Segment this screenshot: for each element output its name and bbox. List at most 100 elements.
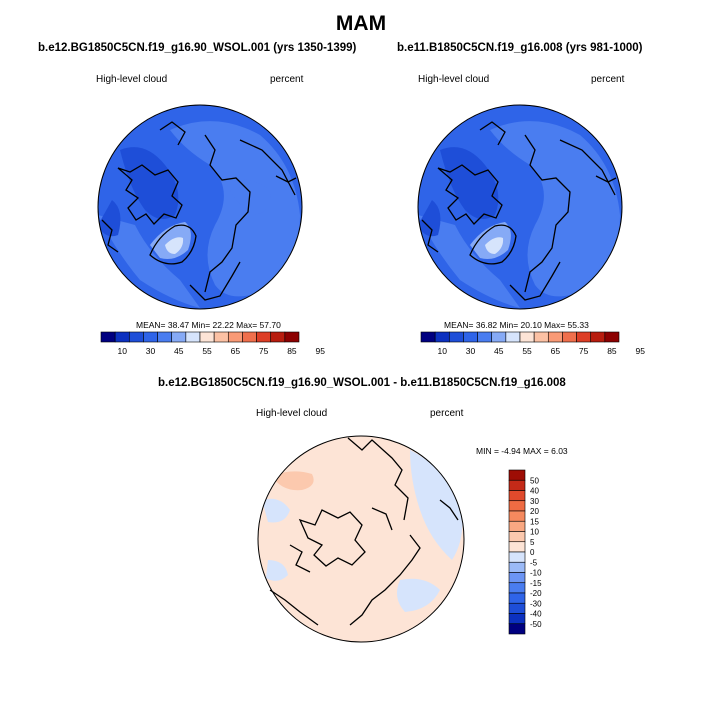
panel2-map <box>417 104 623 310</box>
panel1-colorbar-swatch <box>213 331 229 343</box>
panel3-colorbar-tick-label: -5 <box>530 558 538 567</box>
panel3-negative-southeast <box>396 578 440 612</box>
panel2-colorbar-swatch <box>562 331 577 343</box>
panel2-colorbar-swatch <box>604 331 620 343</box>
panel2-colorbar-tick-label: 10 <box>437 346 447 356</box>
panel2-region-darker-2 <box>418 200 441 237</box>
panel1-colorbar-swatch <box>256 331 272 343</box>
panel3-field-label: High-level cloud <box>256 408 328 419</box>
panel1-region-darker-2 <box>98 200 121 237</box>
panel3-colorbar-swatch <box>508 582 526 594</box>
panel2-colorbar-swatch <box>533 331 549 343</box>
panel1-map <box>97 104 303 310</box>
panel3-colorbar-tick-label: 5 <box>530 538 535 547</box>
panel2-colorbar-swatch <box>505 331 521 343</box>
panel1-colorbar-swatch <box>284 331 300 343</box>
panel2-colorbar-swatch <box>477 331 493 343</box>
panel1-field-label: High-level cloud <box>96 74 168 85</box>
panel3-colorbar-swatch <box>508 613 526 625</box>
panel3-colorbar-tick-label: 30 <box>530 497 539 506</box>
panel1-colorbar-swatch <box>242 331 257 343</box>
panel1-colorbar-swatch <box>171 331 187 343</box>
panel2-colorbar-swatch <box>547 331 563 343</box>
panel3-colorbar-swatch <box>508 469 526 481</box>
panel1-region-greenland-core <box>165 237 184 254</box>
panel2-colorbar-swatch <box>420 331 436 343</box>
panel3-map <box>257 435 465 643</box>
panel3-units-label: percent <box>430 408 464 419</box>
panel3-positive-northwest <box>272 471 314 491</box>
panel1-colorbar-swatch <box>100 331 116 343</box>
panel2-colorbar-swatch <box>576 331 592 343</box>
panel3-colorbar-tick-label: -10 <box>530 569 542 578</box>
panel1-colorbar-tick-label: 45 <box>174 346 184 356</box>
panel3-colorbar-tick-label: -40 <box>530 610 542 619</box>
panel3-colorbar-swatch <box>508 551 526 563</box>
panel3-colorbar-swatch <box>508 479 526 491</box>
panel1-stats: MEAN= 38.47 Min= 22.22 Max= 57.70 <box>136 320 281 330</box>
panel3-negative-west <box>266 560 288 581</box>
panel2-field-label: High-level cloud <box>418 74 490 85</box>
panel3-colorbar-swatch <box>508 510 526 522</box>
panel2-colorbar-tick-label: 45 <box>494 346 504 356</box>
panel2-colorbar-tick-label: 65 <box>551 346 561 356</box>
panel3-colorbar-swatch <box>508 520 526 532</box>
panel1-colorbar-tick-label: 55 <box>202 346 212 356</box>
panel3-colorbar-tick-label: -20 <box>530 589 542 598</box>
panel2-colorbar-swatch <box>463 331 478 343</box>
figure-title: MAM <box>335 12 387 35</box>
panel1-colorbar-swatch <box>227 331 243 343</box>
panel2-colorbar-swatch <box>590 331 606 343</box>
panel2-colorbar-tick-label: 95 <box>635 346 645 356</box>
panel3-colorbar-swatch <box>508 500 526 512</box>
panel1-colorbar-tick-label: 10 <box>117 346 127 356</box>
panel3-coastlines <box>269 437 459 626</box>
panel3-colorbar-tick-label: -30 <box>530 599 542 608</box>
panel2-colorbar-swatch <box>491 331 507 343</box>
panel2-region-lighter <box>490 121 620 297</box>
panel2-colorbar: 10 30 45 55 65 75 85 95 <box>420 331 645 356</box>
panel3-title: b.e12.BG1850C5CN.f19_g16.90_WSOL.001 - b… <box>158 377 566 389</box>
panel1-colorbar-swatch <box>270 331 286 343</box>
panel3-colorbar-tick-label: 40 <box>530 487 539 496</box>
panel1-region-lighter-2 <box>98 215 200 308</box>
panel3-colorbar-swatch <box>508 531 526 543</box>
panel1-colorbar-tick-label: 65 <box>231 346 241 356</box>
panel3-colorbar-tick-label: -15 <box>530 579 542 588</box>
panel1-title: b.e12.BG1850C5CN.f19_g16.90_WSOL.001 (yr… <box>38 42 357 54</box>
panel2-colorbar-tick-label: 75 <box>579 346 589 356</box>
panel3-colorbar-swatch <box>508 592 526 604</box>
panel2-region-greenland-core <box>485 237 504 254</box>
panel1-units-label: percent <box>270 74 304 85</box>
panel3-negative-southwest <box>262 498 290 523</box>
panel3-colorbar-tick-label: 0 <box>530 548 535 557</box>
panel2-colorbar-tick-label: 30 <box>466 346 476 356</box>
panel2-colorbar-tick-label: 55 <box>522 346 532 356</box>
panel3-colorbar-tick-label: 10 <box>530 528 539 537</box>
panel2-coastlines <box>421 121 617 301</box>
panel1-region-darker-canada <box>120 147 179 219</box>
panel1-colorbar-tick-label: 85 <box>287 346 297 356</box>
panel1-coastlines <box>101 121 297 301</box>
panel3-negative-northeast <box>410 450 463 560</box>
panel2-region-darker-canada <box>440 147 499 219</box>
panel1-colorbar-swatch <box>114 331 130 343</box>
panel3-colorbar-swatch <box>508 602 526 614</box>
panel3-colorbar-swatch <box>508 623 526 635</box>
panel3-colorbar-swatch <box>508 572 526 584</box>
panel1-colorbar-swatch <box>128 331 144 343</box>
panel3-colorbar-swatch <box>508 490 526 502</box>
panel2-stats: MEAN= 36.82 Min= 20.10 Max= 55.33 <box>444 320 589 330</box>
panel1-region-lighter <box>170 121 300 297</box>
panel2-colorbar-swatch <box>448 331 464 343</box>
panel1-colorbar-tick-label: 30 <box>146 346 156 356</box>
panel3-stats: MIN = -4.94 MAX = 6.03 <box>476 446 568 456</box>
panel1-colorbar-swatch <box>157 331 173 343</box>
panel3-colorbar-tick-label: 20 <box>530 507 539 516</box>
panel1-colorbar-swatch <box>185 331 201 343</box>
panel1-colorbar-tick-label: 95 <box>315 346 325 356</box>
panel3-colorbar-tick-label: 15 <box>530 517 539 526</box>
panel3-colorbar-tick-label: 50 <box>530 476 539 485</box>
